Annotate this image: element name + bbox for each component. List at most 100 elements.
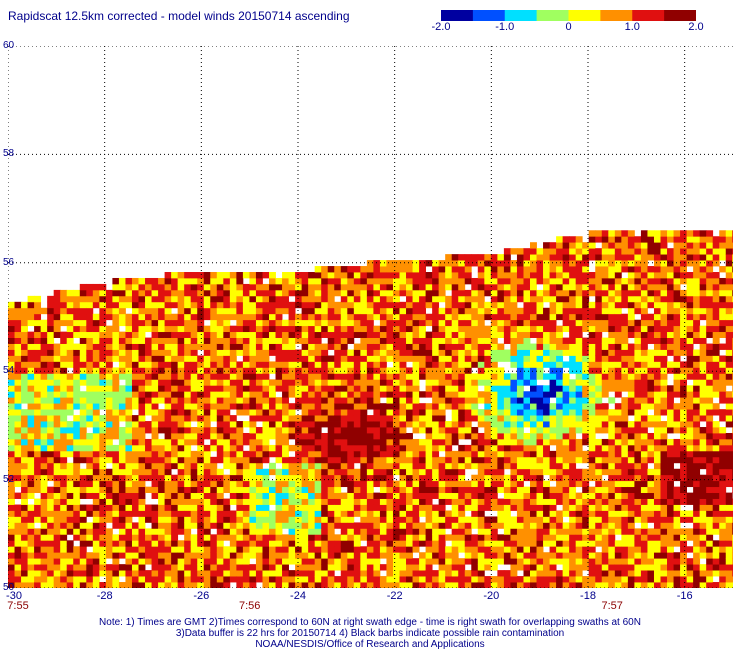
- wind-cell: [223, 576, 231, 583]
- wind-cell: [210, 540, 218, 547]
- wind-cell: [86, 385, 94, 392]
- wind-cell: [503, 522, 511, 529]
- wind-cell: [53, 564, 61, 571]
- wind-cell: [295, 349, 303, 356]
- wind-cell: [484, 582, 492, 588]
- wind-cell: [432, 450, 440, 458]
- wind-cell: [14, 367, 22, 374]
- wind-cell: [190, 307, 198, 315]
- wind-cell: [464, 391, 472, 398]
- wind-cell: [269, 361, 276, 368]
- wind-cell: [406, 307, 413, 315]
- wind-cell: [490, 486, 498, 494]
- wind-cell: [621, 540, 629, 547]
- wind-cell: [60, 564, 68, 571]
- wind-cell: [249, 421, 257, 428]
- wind-cell: [523, 361, 531, 368]
- wind-cell: [216, 540, 224, 547]
- wind-cell: [321, 289, 329, 297]
- wind-cell: [255, 355, 263, 362]
- wind-cell: [66, 289, 74, 297]
- wind-cell: [131, 319, 139, 327]
- wind-cell: [536, 534, 544, 541]
- wind-cell: [269, 480, 276, 488]
- wind-cell: [249, 582, 257, 588]
- wind-cell: [510, 546, 518, 553]
- wind-cell: [197, 391, 205, 398]
- wind-cell: [8, 421, 15, 428]
- wind-cell: [582, 450, 590, 458]
- wind-cell: [392, 444, 400, 452]
- wind-cell: [569, 319, 577, 327]
- wind-cell: [549, 438, 557, 446]
- wind-cell: [223, 528, 231, 535]
- wind-cell: [549, 325, 557, 333]
- wind-cell: [190, 415, 198, 422]
- wind-cell: [184, 391, 192, 398]
- wind-cell: [569, 295, 577, 303]
- wind-cell: [151, 564, 159, 571]
- wind-cell: [145, 409, 152, 416]
- wind-cell: [406, 391, 413, 398]
- wind-cell: [595, 552, 603, 559]
- wind-cell: [562, 319, 570, 327]
- wind-cell: [40, 528, 48, 535]
- wind-cell: [497, 534, 505, 541]
- wind-cell: [471, 558, 479, 565]
- wind-cell: [523, 486, 531, 494]
- wind-cell: [386, 427, 394, 434]
- wind-cell: [510, 289, 518, 297]
- wind-cell: [295, 444, 303, 452]
- wind-cell: [379, 272, 387, 279]
- wind-cell: [327, 462, 335, 470]
- wind-cell: [569, 570, 577, 577]
- wind-cell: [412, 438, 420, 446]
- wind-cell: [366, 492, 374, 499]
- wind-cell: [171, 283, 179, 291]
- wind-cell: [184, 528, 192, 535]
- wind-cell: [588, 236, 596, 243]
- wind-cell: [595, 337, 603, 344]
- wind-cell: [27, 456, 35, 464]
- wind-cell: [451, 468, 459, 476]
- wind-cell: [438, 432, 446, 440]
- wind-cell: [138, 570, 146, 577]
- wind-cell: [412, 331, 420, 338]
- wind-cell: [621, 319, 629, 327]
- wind-cell: [229, 570, 237, 577]
- wind-cell: [197, 385, 205, 392]
- wind-cell: [334, 301, 342, 309]
- wind-cell: [275, 504, 283, 511]
- wind-cell: [621, 486, 629, 494]
- wind-cell: [347, 498, 355, 505]
- wind-cell: [112, 462, 120, 470]
- wind-cell: [588, 432, 596, 440]
- wind-cell: [575, 540, 583, 547]
- wind-cell: [242, 474, 250, 482]
- wind-cell: [510, 462, 518, 470]
- wind-cell: [34, 343, 42, 350]
- wind-cell: [399, 444, 407, 452]
- wind-cell: [419, 283, 426, 291]
- wind-cell: [229, 486, 237, 494]
- wind-cell: [334, 444, 342, 452]
- wind-cell: [536, 254, 544, 261]
- wind-cell: [99, 289, 107, 297]
- wind-cell: [601, 385, 609, 392]
- wind-cell: [530, 367, 537, 374]
- wind-cell: [621, 283, 629, 291]
- wind-cell: [366, 427, 374, 434]
- wind-cell: [321, 295, 329, 303]
- wind-cell: [379, 415, 387, 422]
- wind-cell: [60, 492, 68, 499]
- wind-cell: [601, 510, 609, 517]
- wind-cell: [301, 468, 309, 476]
- wind-cell: [79, 438, 87, 446]
- wind-cell: [608, 373, 616, 380]
- wind-cell: [158, 564, 166, 571]
- wind-cell: [269, 337, 276, 344]
- wind-cell: [451, 319, 459, 327]
- wind-cell: [379, 552, 387, 559]
- wind-cell: [412, 301, 420, 309]
- wind-cell: [549, 313, 557, 321]
